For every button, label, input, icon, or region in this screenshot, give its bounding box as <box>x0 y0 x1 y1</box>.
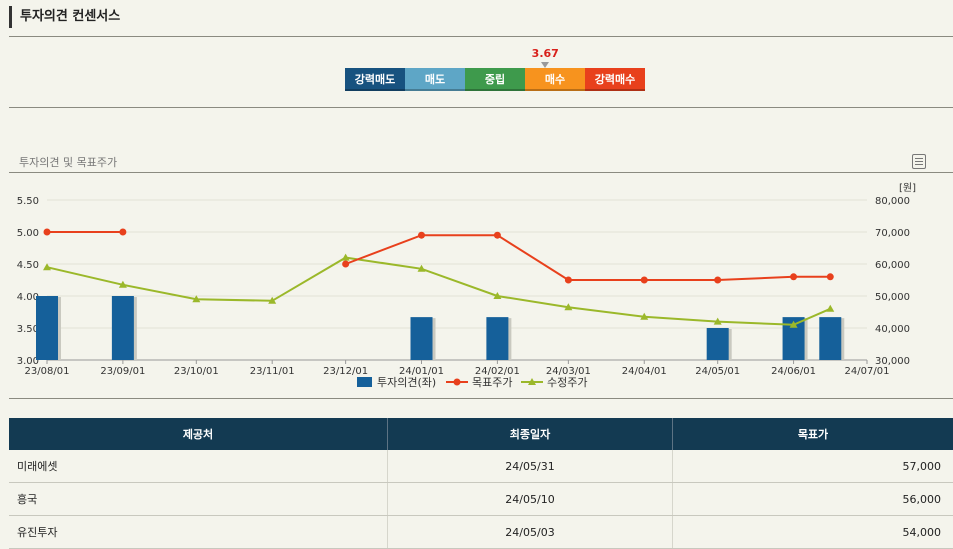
section-title: 투자의견 컨센서스 <box>9 6 120 28</box>
opinion-bar <box>411 317 433 360</box>
target-price-table: 제공처 최종일자 목표가 미래에셋 24/05/31 57,000 흥국 24/… <box>9 418 953 549</box>
scale-strong-sell: 강력매도 <box>345 68 405 91</box>
y-right-tick-label: 60,000 <box>875 260 910 271</box>
scale-strong-buy: 강력매수 <box>585 68 645 91</box>
date-cell: 24/05/03 <box>388 516 673 549</box>
y-right-tick-label: 40,000 <box>875 324 910 335</box>
scale-buy: 매수 <box>525 68 585 91</box>
target-price-point <box>714 277 721 284</box>
target-price-cell: 57,000 <box>673 450 953 483</box>
provider-cell: 미래에셋 <box>9 450 388 483</box>
header-target-price: 목표가 <box>673 418 953 450</box>
x-tick-label: 24/05/01 <box>695 366 740 377</box>
divider <box>9 107 953 108</box>
series-line <box>346 235 831 280</box>
y-right-tick-label: 50,000 <box>875 292 910 303</box>
legend-price-label: 수정주가 <box>547 376 587 389</box>
x-tick-label: 24/04/01 <box>622 366 667 377</box>
series-line <box>47 258 830 325</box>
header-provider: 제공처 <box>9 418 388 450</box>
consensus-value: 3.67 <box>532 47 559 60</box>
target-price-point <box>44 229 51 236</box>
divider <box>9 172 953 173</box>
target-price-cell: 56,000 <box>673 483 953 516</box>
opinion-target-chart: 3.003.504.004.505.005.5030,00040,00050,0… <box>0 175 953 395</box>
y-left-tick-label: 4.00 <box>17 292 39 303</box>
table-row: 유진투자 24/05/03 54,000 <box>9 516 953 549</box>
consensus-scale: 강력매도 매도 중립 매수 강력매수 <box>345 68 645 91</box>
table-row: 미래에셋 24/05/31 57,000 <box>9 450 953 483</box>
x-tick-label: 23/08/01 <box>25 366 70 377</box>
scale-neutral: 중립 <box>465 68 525 91</box>
legend-opinion-swatch <box>357 377 372 387</box>
opinion-bar <box>36 296 58 360</box>
y-right-tick-label: 70,000 <box>875 228 910 239</box>
x-tick-label: 23/11/01 <box>250 366 295 377</box>
target-price-point <box>790 273 797 280</box>
opinion-bar <box>112 296 134 360</box>
adjusted-price-point <box>826 305 834 312</box>
y-left-tick-label: 3.50 <box>17 324 39 335</box>
legend-opinion-label: 투자의견(좌) <box>377 376 436 389</box>
target-price-point <box>565 277 572 284</box>
y-left-tick-label: 4.50 <box>17 260 39 271</box>
chart-section-title: 투자의견 및 목표주가 <box>19 154 117 170</box>
divider <box>9 398 953 399</box>
provider-cell: 유진투자 <box>9 516 388 549</box>
y-left-tick-label: 5.50 <box>17 196 39 207</box>
table-row: 흥국 24/05/10 56,000 <box>9 483 953 516</box>
opinion-bar <box>707 328 729 360</box>
y-right-unit-label: [원] <box>899 182 916 194</box>
scale-sell: 매도 <box>405 68 465 91</box>
legend-target-marker <box>454 379 461 386</box>
x-tick-label: 23/10/01 <box>174 366 219 377</box>
x-tick-label: 24/06/01 <box>771 366 816 377</box>
header-date: 최종일자 <box>388 418 673 450</box>
provider-cell: 흥국 <box>9 483 388 516</box>
target-price-point <box>494 232 501 239</box>
y-left-tick-label: 5.00 <box>17 228 39 239</box>
legend-target-label: 목표주가 <box>472 376 512 389</box>
table-header-row: 제공처 최종일자 목표가 <box>9 418 953 450</box>
target-price-point <box>641 277 648 284</box>
date-cell: 24/05/31 <box>388 450 673 483</box>
target-price-point <box>418 232 425 239</box>
x-tick-label: 23/09/01 <box>100 366 145 377</box>
date-cell: 24/05/10 <box>388 483 673 516</box>
target-price-point <box>342 261 349 268</box>
divider <box>9 36 953 37</box>
target-price-point <box>827 273 834 280</box>
target-price-cell: 54,000 <box>673 516 953 549</box>
y-right-tick-label: 80,000 <box>875 196 910 207</box>
opinion-bar <box>486 317 508 360</box>
x-tick-label: 23/12/01 <box>323 366 368 377</box>
opinion-bar <box>819 317 841 360</box>
x-tick-label: 24/07/01 <box>845 366 890 377</box>
target-price-point <box>119 229 126 236</box>
document-icon[interactable] <box>912 154 926 169</box>
